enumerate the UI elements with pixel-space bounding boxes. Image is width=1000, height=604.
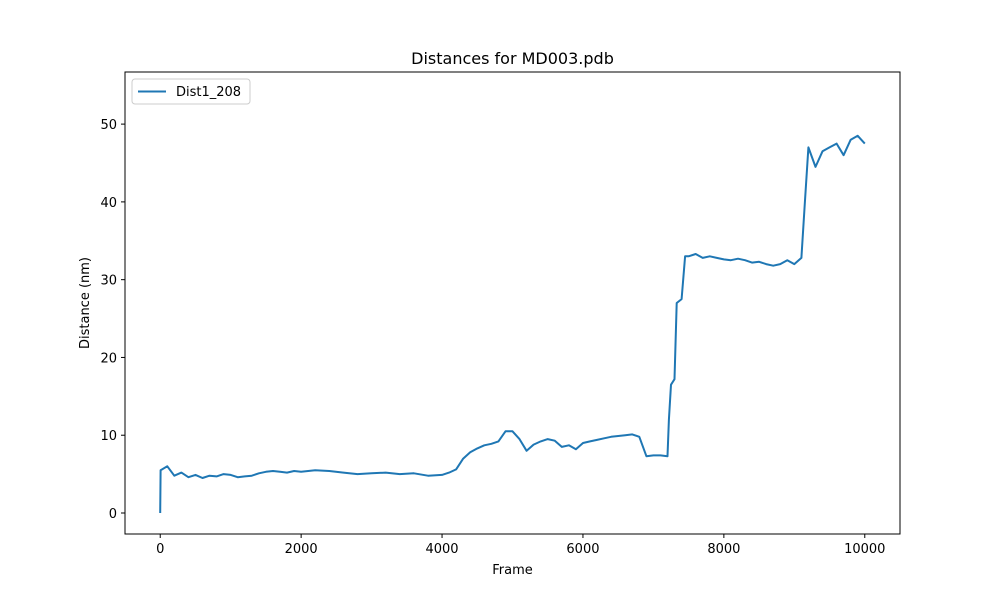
legend: Dist1_208 — [131, 78, 251, 105]
x-tick-label: 2000 — [285, 542, 318, 557]
x-tick-label: 6000 — [566, 542, 599, 557]
y-tick-label: 20 — [100, 351, 117, 366]
x-tick-label: 8000 — [707, 542, 740, 557]
plot-area-frame — [124, 71, 901, 535]
y-tick-label: 50 — [100, 118, 117, 133]
y-tick-label: 0 — [109, 507, 117, 522]
chart-title: Distances for MD003.pdb — [411, 49, 614, 68]
y-tick-label: 10 — [100, 429, 117, 444]
x-tick-label: 4000 — [425, 542, 458, 557]
y-axis-label: Distance (nm) — [78, 257, 93, 349]
x-tick-label: 0 — [156, 542, 164, 557]
legend-box — [131, 78, 251, 105]
legend-label: Dist1_208 — [176, 85, 241, 100]
x-axis-label: Frame — [492, 563, 533, 578]
y-tick-label: 40 — [100, 196, 117, 211]
series-line-dist1-208 — [159, 134, 866, 514]
y-tick-label: 30 — [100, 274, 117, 289]
x-tick-label: 10000 — [844, 542, 885, 557]
